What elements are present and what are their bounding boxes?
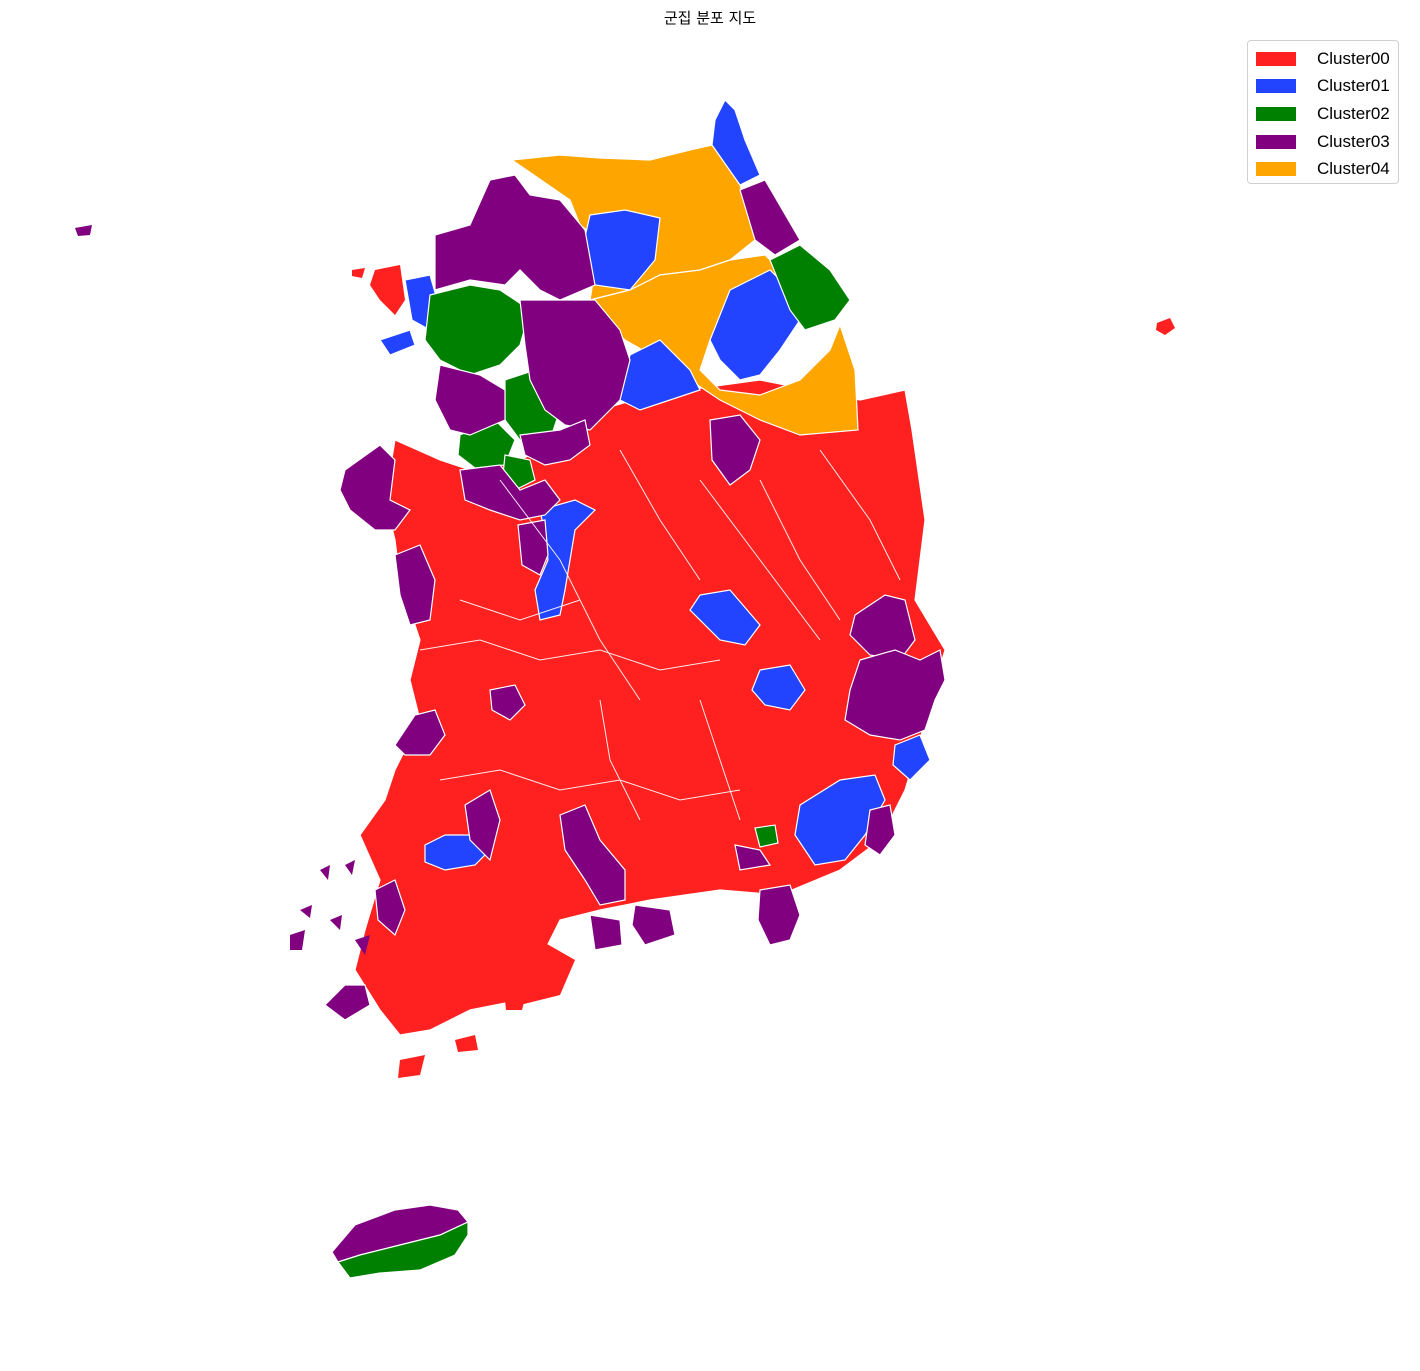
region-changwon-coast-purple [734, 844, 772, 871]
region-boryeong-purple [394, 544, 436, 626]
legend-label: Cluster01 [1317, 76, 1390, 96]
region-changwon-green [754, 824, 779, 848]
region-yangyang-purple [739, 179, 801, 256]
region-south-island-4 [505, 998, 525, 1010]
map-title: 군집 분포 지도 [663, 9, 757, 27]
region-naju-purple [464, 789, 501, 862]
legend-item-cluster02: Cluster02 [1256, 100, 1398, 128]
region-asan-purple [459, 464, 561, 521]
region-yeongjong-blue [379, 329, 416, 356]
legend-swatch [1256, 79, 1296, 94]
region-jeju-south-green [337, 1221, 469, 1279]
region-gyeonggi-north-purple [434, 174, 596, 301]
legend-item-cluster04: Cluster04 [1256, 155, 1398, 183]
region-south-island-3 [455, 1035, 478, 1052]
region-wando-purple [324, 984, 371, 1021]
region-yeongju-purple [709, 414, 761, 486]
region-namhae-purple [589, 914, 623, 951]
legend: Cluster00 Cluster01 Cluster02 Cluster03 … [1247, 40, 1399, 184]
region-ulsan-blue [892, 734, 931, 781]
legend-swatch [1256, 51, 1296, 66]
legend-swatch [1256, 134, 1296, 149]
region-ganghwa-red [370, 265, 405, 315]
region-baengnyeong-purple [75, 225, 92, 236]
legend-label: Cluster03 [1317, 131, 1390, 151]
legend-label: Cluster02 [1317, 103, 1390, 123]
region-south-island-2 [398, 1055, 425, 1078]
legend-swatch [1256, 106, 1296, 121]
region-busan-east-purple [864, 804, 896, 856]
legend-item-cluster03: Cluster03 [1256, 128, 1398, 156]
region-iksan-purple [489, 684, 526, 721]
region-pohang-purple [849, 594, 916, 661]
legend-item-cluster01: Cluster01 [1256, 73, 1398, 101]
region-gangneung-green [769, 244, 851, 331]
region-west-dot-red [352, 268, 365, 278]
legend-swatch [1256, 162, 1296, 177]
region-gyeonggi-east-purple [519, 299, 631, 431]
region-gyeonggi-south-purple [434, 364, 506, 436]
legend-label: Cluster04 [1317, 159, 1390, 179]
region-taean-purple [339, 444, 411, 531]
region-goseong-blue [711, 98, 761, 186]
region-gumi-blue [689, 589, 761, 646]
region-chungbuk-purple [519, 419, 591, 466]
region-gunsan-purple [394, 709, 446, 756]
region-sinan-purple [374, 879, 406, 937]
region-south-island-1 [500, 940, 575, 1005]
region-geoje-purple [757, 884, 801, 946]
region-tongyeong-purple [631, 904, 676, 946]
region-sw-islands-purple [290, 860, 370, 955]
region-jinju-purple [559, 804, 626, 906]
region-seoul-ring-green [424, 284, 531, 376]
region-gyeongju-purple [844, 649, 946, 741]
region-ulleungdo-red [1156, 318, 1175, 335]
region-busan-gimhae-blue [794, 774, 886, 866]
region-daegu-blue [751, 664, 806, 711]
region-wonju-blue [619, 339, 701, 411]
legend-item-cluster00: Cluster00 [1256, 45, 1398, 73]
legend-label: Cluster00 [1317, 48, 1390, 68]
